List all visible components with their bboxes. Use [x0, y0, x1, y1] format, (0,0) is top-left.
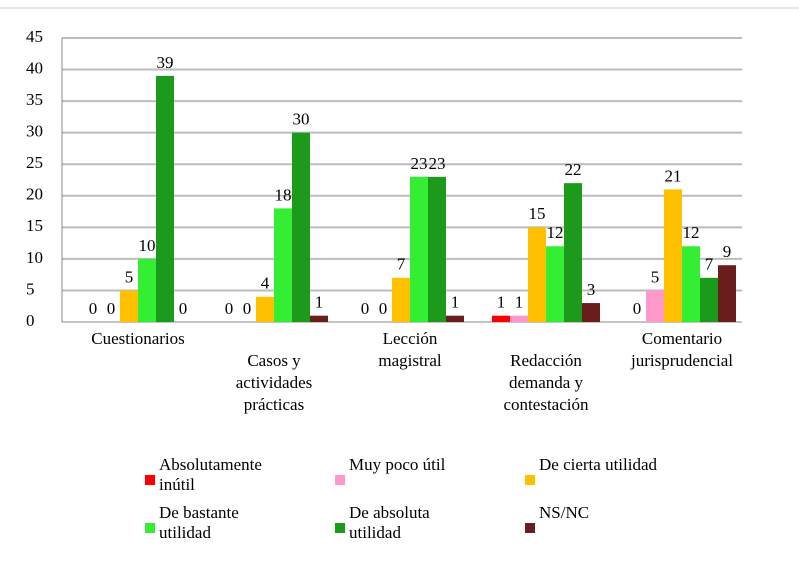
legend-swatch [525, 523, 535, 533]
data-label: 0 [243, 299, 252, 318]
data-label: 0 [633, 299, 642, 318]
data-label: 18 [275, 185, 292, 204]
legend-swatch [525, 475, 535, 485]
bar [156, 75, 174, 322]
y-tick-label: 15 [26, 216, 43, 235]
bar [546, 246, 564, 322]
data-label: 12 [683, 223, 700, 242]
y-tick-label: 25 [26, 153, 43, 172]
y-tick-label: 5 [26, 279, 35, 298]
data-label: 12 [547, 223, 564, 242]
data-label: 15 [529, 204, 546, 223]
x-tick-label: Comentario jurisprudencial [631, 329, 733, 370]
bar [682, 246, 700, 322]
x-tick-label: Redacción demanda y contestación [503, 351, 589, 414]
data-label: 0 [89, 299, 98, 318]
data-label: 23 [429, 154, 446, 173]
data-label: 23 [411, 154, 428, 173]
data-label: 0 [379, 299, 388, 318]
legend-label: De bastante utilidad [159, 503, 239, 542]
data-label: 1 [451, 293, 460, 312]
legend-label: De cierta utilidad [539, 455, 658, 474]
legend-label: Muy poco útil [349, 455, 446, 474]
y-tick-label: 35 [26, 90, 43, 109]
data-label: 0 [225, 299, 234, 318]
legend-label: NS/NC [539, 503, 590, 522]
data-label: 22 [565, 160, 582, 179]
y-tick-label: 30 [26, 122, 43, 141]
data-label: 1 [497, 293, 506, 312]
data-label: 1 [315, 293, 324, 312]
bar [528, 227, 546, 322]
data-label: 3 [587, 280, 596, 299]
y-tick-label: 45 [26, 27, 43, 46]
data-label: 10 [139, 236, 156, 255]
bar [428, 176, 446, 322]
bar [646, 290, 664, 322]
bar [256, 296, 274, 322]
bar [392, 277, 410, 322]
legend-label: De absoluta utilidad [349, 503, 430, 542]
y-tick-label: 40 [26, 58, 43, 77]
bar [510, 315, 528, 322]
bar [446, 315, 464, 322]
legend-swatch [335, 475, 345, 485]
y-tick-label: 10 [26, 248, 43, 267]
data-label: 0 [179, 299, 188, 318]
data-label: 30 [293, 110, 310, 129]
legend-swatch [145, 475, 155, 485]
data-label: 7 [705, 255, 714, 274]
x-tick-label: Casos y actividades prácticas [235, 351, 313, 414]
bar [718, 265, 736, 322]
bar [410, 176, 428, 322]
bar [310, 315, 328, 322]
data-label: 7 [397, 255, 406, 274]
data-label: 1 [515, 293, 524, 312]
data-label: 0 [361, 299, 370, 318]
data-label: 5 [651, 267, 660, 286]
data-label: 5 [125, 267, 134, 286]
bar [138, 258, 156, 322]
legend-label: Absolutamente inútil [159, 455, 262, 494]
data-label: 0 [107, 299, 116, 318]
legend-swatch [335, 523, 345, 533]
bar [120, 290, 138, 322]
y-tick-label: 0 [26, 311, 35, 330]
bar [274, 208, 292, 322]
bar [292, 132, 310, 322]
data-label: 21 [665, 166, 682, 185]
legend-swatch [145, 523, 155, 533]
data-label: 9 [723, 242, 732, 261]
bar [700, 277, 718, 322]
bar [582, 303, 600, 322]
bar [664, 189, 682, 322]
y-tick-label: 20 [26, 185, 43, 204]
x-tick-label: Lección magistral [378, 329, 442, 370]
bar [492, 315, 510, 322]
bar [564, 183, 582, 322]
data-label: 4 [261, 274, 270, 293]
x-tick-label: Cuestionarios [91, 329, 185, 348]
data-label: 39 [157, 53, 174, 72]
